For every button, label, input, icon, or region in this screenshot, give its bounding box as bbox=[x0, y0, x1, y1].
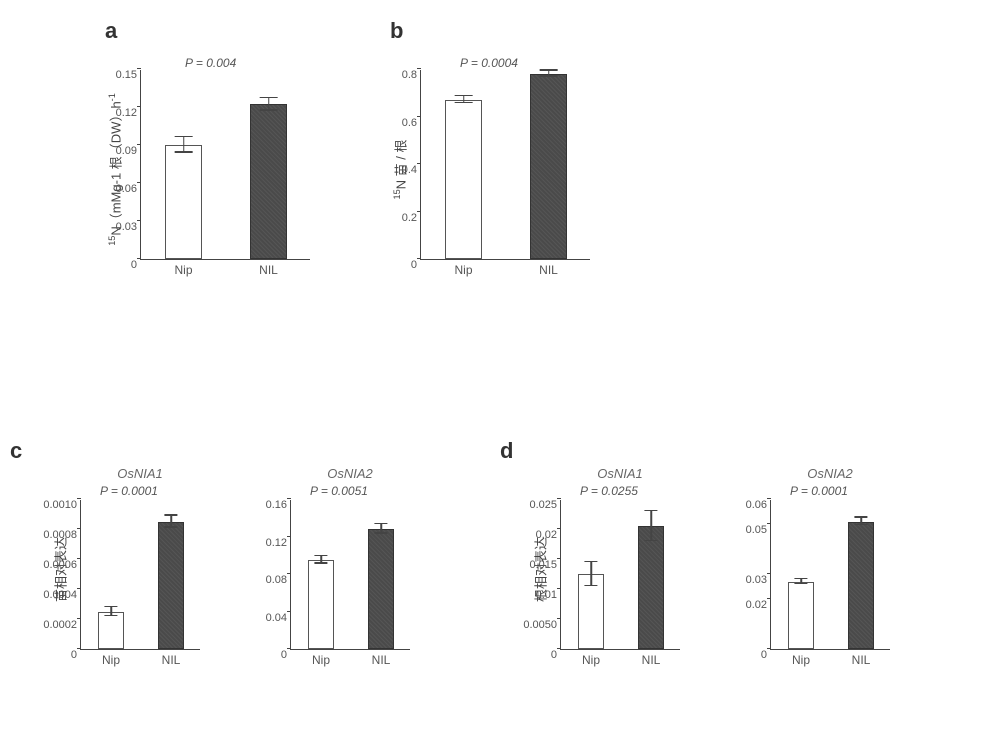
pvalue-a: P = 0.004 bbox=[185, 56, 236, 70]
ytick-label: 0.0008 bbox=[43, 529, 81, 541]
xcat-label: NIL bbox=[259, 259, 278, 277]
ytick-label: 0.02 bbox=[746, 599, 771, 611]
ytick-label: 0.02 bbox=[536, 529, 561, 541]
bar bbox=[308, 560, 334, 649]
panel-label-d: d bbox=[500, 438, 513, 464]
subplot-title: OsNIA1 bbox=[80, 466, 200, 481]
xcat-label: NIL bbox=[162, 649, 181, 667]
ytick-label: 0.03 bbox=[116, 221, 141, 233]
plot-area: 00.00500.010.0150.020.025NipNIL bbox=[560, 500, 680, 650]
ytick-label: 0.08 bbox=[266, 574, 291, 586]
ytick-label: 0.015 bbox=[529, 559, 561, 571]
subplot: OsNIA2P = 0.000100.020.030.050.06NipNIL bbox=[770, 490, 890, 640]
xcat-label: Nip bbox=[102, 649, 120, 667]
xcat-label: Nip bbox=[174, 259, 192, 277]
panel-label-a: a bbox=[105, 18, 117, 44]
plot-area: 00.00020.00040.00060.00080.0010NipNIL bbox=[80, 500, 200, 650]
xcat-label: NIL bbox=[372, 649, 391, 667]
plot-area-b: 00.20.40.60.8NipNIL bbox=[420, 70, 590, 260]
pvalue-b: P = 0.0004 bbox=[460, 56, 518, 70]
ytick-label: 0.03 bbox=[746, 574, 771, 586]
xcat-label: NIL bbox=[852, 649, 871, 667]
ytick-label: 0.16 bbox=[266, 499, 291, 511]
pvalue: P = 0.0001 bbox=[100, 484, 158, 498]
subplot: OsNIA2P = 0.005100.040.080.120.16NipNIL bbox=[290, 490, 410, 640]
xcat-label: Nip bbox=[792, 649, 810, 667]
subplot-title: OsNIA1 bbox=[560, 466, 680, 481]
bar bbox=[530, 74, 567, 259]
chart-a: 15N（mMg-1 根（DW）h-1 P = 0.004 00.030.060.… bbox=[140, 70, 310, 260]
pvalue: P = 0.0255 bbox=[580, 484, 638, 498]
ytick-label: 0.4 bbox=[402, 164, 421, 176]
ytick-label: 0.0002 bbox=[43, 619, 81, 631]
xcat-label: Nip bbox=[312, 649, 330, 667]
subplot-title: OsNIA2 bbox=[770, 466, 890, 481]
ytick-label: 0.09 bbox=[116, 145, 141, 157]
bar bbox=[788, 582, 814, 650]
ytick-label: 0.12 bbox=[266, 537, 291, 549]
ytick-label: 0.12 bbox=[116, 107, 141, 119]
ytick-label: 0.6 bbox=[402, 117, 421, 129]
ytick-label: 0.025 bbox=[529, 499, 561, 511]
bar bbox=[638, 526, 664, 649]
ytick-label: 0.06 bbox=[746, 499, 771, 511]
plot-area-a: 00.030.060.090.120.15NipNIL bbox=[140, 70, 310, 260]
bar bbox=[98, 612, 124, 650]
xcat-label: NIL bbox=[539, 259, 558, 277]
plot-area: 00.040.080.120.16NipNIL bbox=[290, 500, 410, 650]
bar bbox=[158, 522, 184, 650]
panel-label-b: b bbox=[390, 18, 403, 44]
bar bbox=[445, 100, 482, 259]
xcat-label: Nip bbox=[454, 259, 472, 277]
subplot: OsNIA1P = 0.000100.00020.00040.00060.000… bbox=[80, 490, 200, 640]
ytick-label: 0.0010 bbox=[43, 499, 81, 511]
plot-area: 00.020.030.050.06NipNIL bbox=[770, 500, 890, 650]
ytick-label: 0 bbox=[551, 649, 561, 661]
subplot: OsNIA1P = 0.025500.00500.010.0150.020.02… bbox=[560, 490, 680, 640]
ytick-label: 0.06 bbox=[116, 183, 141, 195]
pvalue: P = 0.0051 bbox=[310, 484, 368, 498]
bar bbox=[165, 145, 202, 259]
xcat-label: NIL bbox=[642, 649, 661, 667]
bar bbox=[848, 522, 874, 650]
ytick-label: 0 bbox=[131, 259, 141, 271]
ytick-label: 0 bbox=[281, 649, 291, 661]
ytick-label: 0.01 bbox=[536, 589, 561, 601]
ytick-label: 0.0050 bbox=[523, 619, 561, 631]
ytick-label: 0.8 bbox=[402, 69, 421, 81]
chart-b: 15N 苗 / 根 P = 0.0004 00.20.40.60.8NipNIL bbox=[420, 70, 590, 260]
panel-label-c: c bbox=[10, 438, 22, 464]
ytick-label: 0 bbox=[71, 649, 81, 661]
xcat-label: Nip bbox=[582, 649, 600, 667]
subplot-title: OsNIA2 bbox=[290, 466, 410, 481]
bar bbox=[368, 529, 394, 649]
pvalue: P = 0.0001 bbox=[790, 484, 848, 498]
ytick-label: 0.05 bbox=[746, 524, 771, 536]
bar bbox=[250, 104, 287, 259]
ytick-label: 0 bbox=[761, 649, 771, 661]
ytick-label: 0.04 bbox=[266, 612, 291, 624]
ytick-label: 0 bbox=[411, 259, 421, 271]
ytick-label: 0.0006 bbox=[43, 559, 81, 571]
ytick-label: 0.0004 bbox=[43, 589, 81, 601]
ytick-label: 0.2 bbox=[402, 212, 421, 224]
ytick-label: 0.15 bbox=[116, 69, 141, 81]
